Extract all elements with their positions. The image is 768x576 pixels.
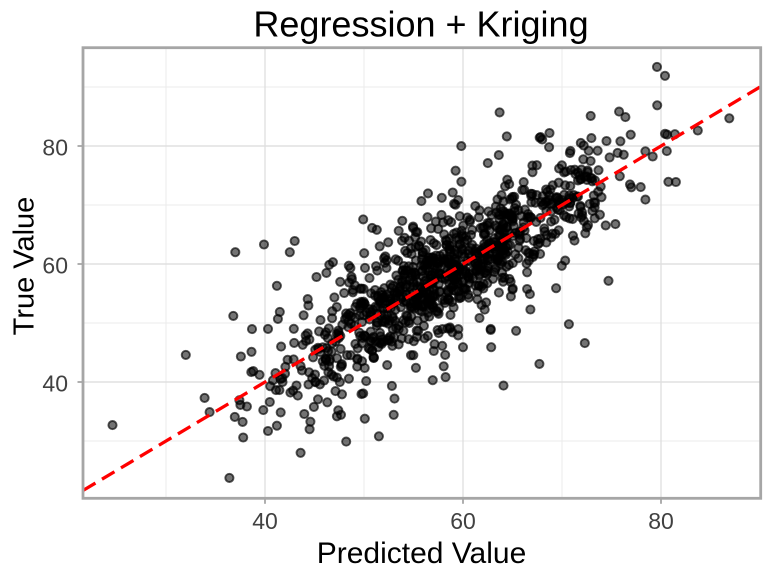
svg-text:80: 80 bbox=[648, 508, 674, 534]
svg-text:60: 60 bbox=[42, 253, 68, 279]
svg-text:Predicted Value: Predicted Value bbox=[317, 537, 527, 570]
svg-text:Regression + Kriging: Regression + Kriging bbox=[253, 4, 588, 45]
svg-text:40: 40 bbox=[42, 371, 68, 397]
svg-text:40: 40 bbox=[252, 508, 278, 534]
svg-text:60: 60 bbox=[450, 508, 476, 534]
svg-text:80: 80 bbox=[42, 135, 68, 161]
svg-text:True Value: True Value bbox=[9, 197, 41, 336]
